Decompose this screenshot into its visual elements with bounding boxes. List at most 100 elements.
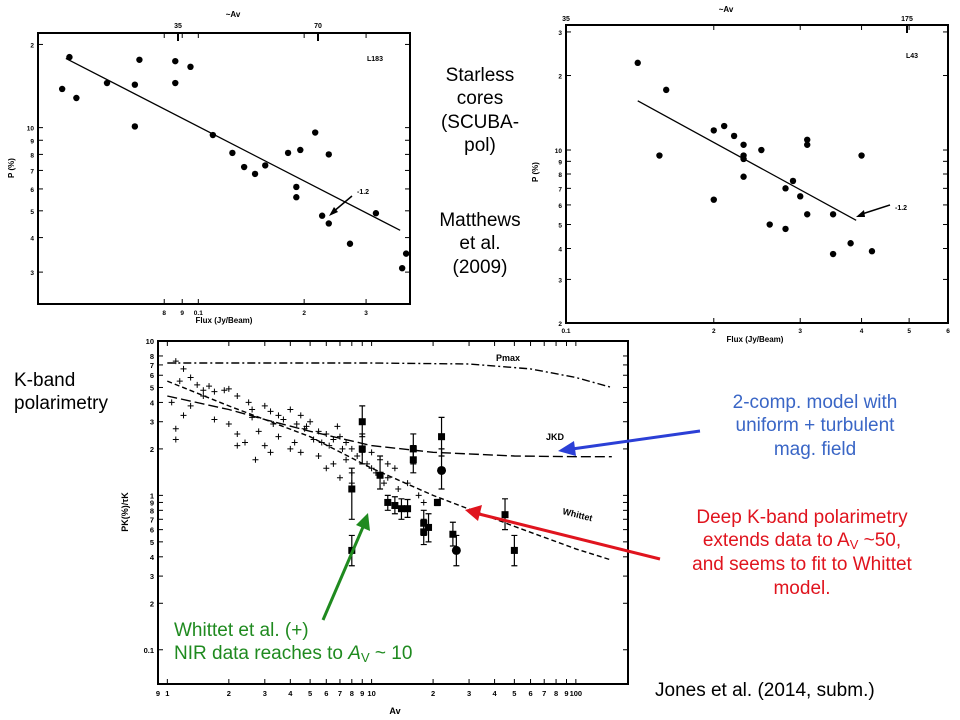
chart-l183: 8 9 0.1 2 3 3 4 5 6 7 8 9 10 2 ~Av 35 70 L183 P (%) Flux (J… <box>7 10 411 325</box>
plus-point <box>384 460 391 467</box>
data-point <box>172 57 179 65</box>
curve-label-jkd: JKD <box>546 432 565 442</box>
y-tick-label: 2 <box>30 42 34 49</box>
panel-label: L183 <box>367 56 383 63</box>
data-point <box>663 86 670 94</box>
plus-point <box>330 436 337 443</box>
fit-line <box>65 57 401 231</box>
data-point <box>804 136 811 143</box>
starless-line: pol) <box>464 135 496 157</box>
data-point <box>131 123 139 130</box>
x-tick-label: 8 <box>350 689 354 698</box>
data-point <box>766 221 773 228</box>
x-tick-label: 8 <box>162 310 166 317</box>
plus-point <box>275 433 282 440</box>
plus-point <box>326 442 333 449</box>
data-point <box>311 129 319 136</box>
plot-frame <box>37 32 411 305</box>
fit-arrow <box>332 195 353 213</box>
top-tick-label: 35 <box>562 16 570 23</box>
model-curve-whittet <box>167 380 613 561</box>
x-tick-label: 7 <box>542 689 546 698</box>
plus-point <box>348 445 355 452</box>
plus-point <box>187 374 194 381</box>
y-tick-label: 4 <box>558 247 562 254</box>
plus-point <box>176 378 183 385</box>
y-tick-label: 8 <box>30 152 34 159</box>
data-point <box>131 81 139 88</box>
data-point <box>372 210 380 217</box>
x-tick-label: 1 <box>165 689 169 698</box>
x-tick-label: 9 <box>360 689 364 698</box>
plus-point <box>318 439 325 446</box>
y-tick-label: 2 <box>150 599 154 608</box>
plus-point <box>420 499 427 506</box>
whittet-line2-rest: ~ 10 <box>369 643 413 665</box>
y-tick-label: 6 <box>150 526 154 535</box>
plus-point <box>225 385 232 392</box>
data-point <box>782 225 789 233</box>
blue-arrowhead <box>558 441 576 456</box>
x-tick-label: 5 <box>308 689 312 698</box>
x-axis-title: Av <box>389 706 400 716</box>
plus-point <box>255 428 262 435</box>
square-point <box>510 546 518 554</box>
plus-point <box>261 442 268 449</box>
x-tick-label: 2 <box>302 310 306 317</box>
plus-point <box>297 449 304 456</box>
deep-line2-sub: V <box>849 537 859 553</box>
plus-point <box>343 439 350 446</box>
plot-frame <box>565 24 949 324</box>
model-line: mag. field <box>773 438 857 460</box>
plus-point <box>221 387 228 394</box>
y-tick-label: 7 <box>558 186 562 193</box>
plus-point <box>315 452 322 459</box>
data-point <box>297 146 304 154</box>
y-tick-label: 4 <box>150 398 155 407</box>
y-tick-label: 3 <box>30 270 34 277</box>
y-tick-label: 4 <box>150 553 155 562</box>
two-comp-model-note: 2-comp. model with uniform + turbulent m… <box>690 391 940 461</box>
x-tick-label: 0.1 <box>561 328 570 335</box>
deep-line2-text: extends data to A <box>702 530 850 552</box>
x-axis-title: Flux (Jy/Beam) <box>196 316 253 325</box>
kband-line: polarimetry <box>14 393 108 415</box>
plus-point <box>404 480 411 487</box>
plus-point <box>245 399 252 406</box>
y-tick-label: 5 <box>30 209 34 216</box>
x-tick-label: 3 <box>798 328 802 335</box>
plus-point <box>381 480 388 487</box>
plus-point <box>303 423 310 430</box>
green-arrow-line <box>321 526 365 621</box>
plus-point <box>180 412 187 419</box>
plus-point <box>194 381 201 388</box>
plus-point <box>334 423 341 430</box>
square-point <box>348 485 356 493</box>
data-point <box>804 141 811 148</box>
starless-line: Starless <box>445 65 515 86</box>
y-tick-label: 10 <box>146 337 154 346</box>
matthews-line: (2009) <box>452 256 508 278</box>
y-tick-label: 7 <box>30 168 34 175</box>
data-point <box>103 79 111 87</box>
x-axis-title: Flux (Jy/Beam) <box>727 335 784 344</box>
green-arrowhead <box>356 513 370 531</box>
whittet-line: Whittet et al. (+) <box>174 620 309 641</box>
fit-label: -1.2 <box>895 205 907 212</box>
plus-point <box>211 416 218 423</box>
starless-line: (SCUBA- <box>440 111 520 133</box>
data-point <box>284 149 292 157</box>
x-tick-label: 8 <box>554 689 558 698</box>
plus-point <box>234 442 241 449</box>
plus-point <box>354 452 361 459</box>
data-point <box>66 53 73 61</box>
chart-kband: 9 1 2 3 4 5 6 7 8 9 10 2 3 4 5 6 7 8 9 1000.123456789123456… <box>120 337 629 716</box>
plus-point <box>180 365 187 372</box>
data-point <box>740 141 747 148</box>
panel-label: L43 <box>906 53 918 60</box>
starless-cores-note: Starless cores (SCUBA- pol) <box>418 64 542 157</box>
y-tick-label: 5 <box>150 383 154 392</box>
y-tick-label: 6 <box>558 203 562 210</box>
data-point <box>325 220 332 227</box>
